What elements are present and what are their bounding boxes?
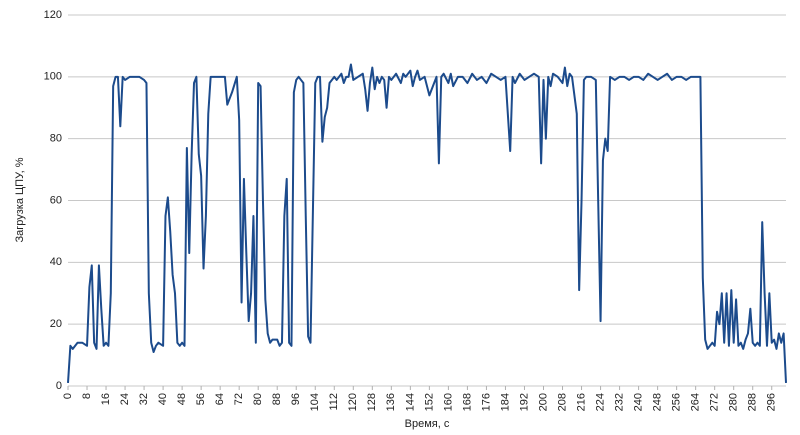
x-tick-label: 64 — [214, 393, 226, 405]
x-tick-label: 8 — [81, 393, 93, 399]
x-tick-label: 200 — [537, 393, 549, 411]
x-tick-label: 112 — [328, 393, 340, 411]
x-tick-label: 48 — [176, 393, 188, 405]
x-tick-label: 128 — [366, 393, 378, 411]
x-tick-label: 88 — [271, 393, 283, 405]
x-tick-label: 248 — [652, 393, 664, 411]
x-tick-label: 72 — [233, 393, 245, 405]
y-axis-title: Загрузка ЦПУ, % — [14, 157, 26, 242]
y-tick-label: 60 — [50, 194, 62, 206]
x-tick-label: 120 — [347, 393, 359, 411]
x-tick-label: 208 — [556, 393, 568, 411]
x-tick-label: 96 — [290, 393, 302, 405]
data-line — [67, 63, 787, 383]
x-tick-label: 176 — [480, 393, 492, 411]
x-tick-label: 0 — [62, 393, 74, 399]
x-tick-label: 160 — [442, 393, 454, 411]
x-tick-label: 16 — [100, 393, 112, 405]
x-tick-label: 240 — [633, 393, 645, 411]
x-axis-title: Время, с — [405, 418, 450, 430]
x-tick-label: 256 — [671, 393, 683, 411]
x-tick-label: 232 — [613, 393, 625, 411]
y-tick-label: 100 — [44, 71, 62, 83]
x-tick-label: 224 — [594, 393, 606, 411]
x-tick-label: 152 — [423, 393, 435, 411]
x-tick-label: 288 — [747, 393, 759, 411]
x-tick-label: 280 — [728, 393, 740, 411]
x-tick-label: 184 — [499, 393, 511, 411]
x-tick-label: 24 — [119, 393, 131, 405]
x-tick-label: 192 — [518, 393, 530, 411]
x-tick-label: 136 — [385, 393, 397, 411]
x-tick-label: 216 — [575, 393, 587, 411]
y-tick-label: 20 — [50, 318, 62, 330]
x-tick-label: 32 — [138, 393, 150, 405]
x-tick-label: 272 — [709, 393, 721, 411]
x-tick-label: 144 — [404, 393, 416, 411]
y-tick-label: 0 — [56, 380, 62, 392]
x-tick-label: 80 — [252, 393, 264, 405]
x-tick-label: 40 — [157, 393, 169, 405]
x-tick-label: 56 — [195, 393, 207, 405]
y-tick-label: 40 — [50, 256, 62, 268]
y-tick-label: 120 — [44, 9, 62, 21]
x-tick-label: 296 — [766, 393, 778, 411]
x-tick-label: 104 — [309, 393, 321, 411]
x-tick-label: 168 — [461, 393, 473, 411]
y-tick-label: 80 — [50, 133, 62, 145]
x-tick-label: 264 — [690, 393, 702, 411]
